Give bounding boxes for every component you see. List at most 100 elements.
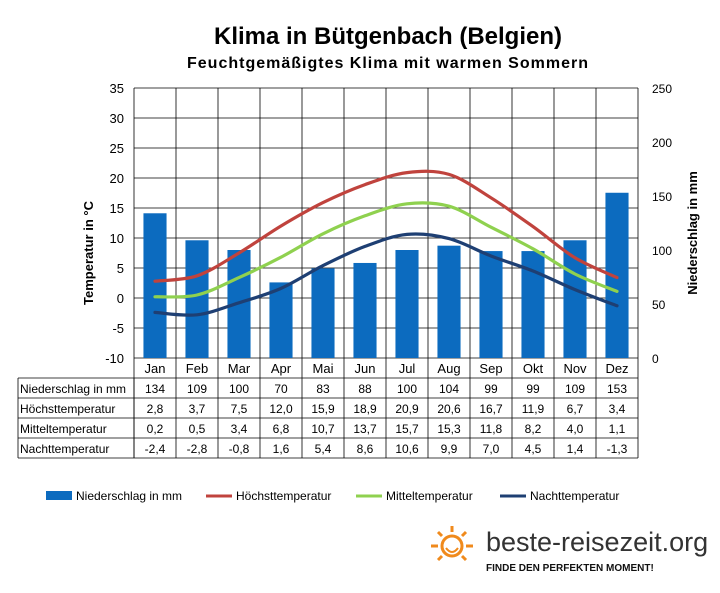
x-tick-label: Nov [563, 361, 587, 376]
table-cell: 70 [274, 382, 288, 396]
precip-bar [269, 282, 293, 358]
precip-bar [605, 192, 629, 358]
table-row-label: Nachttemperatur [20, 442, 109, 456]
table-cell: 8,6 [357, 442, 374, 456]
table-cell: 3,7 [189, 402, 206, 416]
precip-bar [311, 268, 335, 358]
table-cell: 100 [229, 382, 249, 396]
y-tick-left: 15 [110, 201, 124, 216]
table-cell: -0,8 [229, 442, 250, 456]
legend-label: Höchsttemperatur [236, 489, 331, 503]
x-tick-label: Mar [228, 361, 251, 376]
precip-bar [185, 240, 209, 358]
y-tick-right: 50 [652, 298, 666, 312]
y-tick-left: 25 [110, 141, 124, 156]
table-cell: 11,9 [522, 402, 545, 416]
mean-temp-line [153, 201, 619, 299]
table-cell: 15,9 [311, 402, 335, 416]
table-cell: 0,5 [189, 422, 206, 436]
x-tick-label: Dez [605, 361, 628, 376]
precip-bar [521, 251, 545, 358]
y-tick-right: 0 [652, 352, 659, 366]
table-cell: 7,0 [483, 442, 500, 456]
table-cell: 12,0 [269, 402, 293, 416]
x-tick-label: Aug [437, 361, 460, 376]
precip-bar [479, 251, 503, 358]
y-tick-right: 150 [652, 190, 672, 204]
legend-swatch-precip [46, 491, 72, 500]
y-axis-label-left: Temperatur in °C [81, 200, 96, 305]
precip-bar [437, 245, 461, 358]
table-cell: 100 [397, 382, 417, 396]
y-axis-label-right: Niederschlag in mm [685, 171, 700, 295]
max-temp-line [153, 169, 619, 283]
table-row-label: Höchsttemperatur [20, 402, 115, 416]
table-cell: 11,8 [480, 422, 503, 436]
table-cell: 4,5 [525, 442, 542, 456]
legend: Niederschlag in mm Höchsttemperatur Mittel… [46, 489, 619, 503]
chart-subtitle: Feuchtgemäßigtes Klima mit warmen Sommer… [187, 55, 589, 72]
brand-logo: beste-reisezeit.org FINDE DEN PERFEKTEN … [431, 526, 708, 574]
table-cell: 83 [316, 382, 330, 396]
table-row-label: Mitteltemperatur [20, 422, 107, 436]
chart-title: Klima in Bütgenbach (Belgien) [214, 23, 562, 50]
table-cell: -1,3 [607, 442, 628, 456]
y-tick-left: 10 [110, 231, 124, 246]
x-tick-label: Sep [479, 361, 502, 376]
table-cell: 20,9 [395, 402, 419, 416]
precip-bar [143, 213, 167, 358]
table-cell: 16,7 [479, 402, 503, 416]
y-tick-left: 30 [110, 111, 124, 126]
y-tick-left: -10 [105, 351, 124, 366]
x-tick-label: Okt [523, 361, 544, 376]
table-cell: 153 [607, 382, 627, 396]
table-cell: 15,3 [437, 422, 461, 436]
table-cell: 6,7 [567, 402, 584, 416]
table-cell: 109 [187, 382, 207, 396]
table-cell: 1,1 [609, 422, 626, 436]
table-cell: 15,7 [395, 422, 419, 436]
y-tick-left: 0 [117, 291, 124, 306]
y-tick-left: 20 [110, 171, 124, 186]
data-table: Niederschlag in mm 134 109 100 70 83 88 100 104 9… [17, 377, 638, 459]
x-tick-label: Feb [186, 361, 208, 376]
table-cell: 6,8 [273, 422, 290, 436]
table-row-label: Niederschlag in mm [20, 382, 126, 396]
table-cell: 7,5 [231, 402, 248, 416]
x-tick-label: Jan [145, 361, 166, 376]
table-cell: 5,4 [315, 442, 332, 456]
min-temp-line [153, 232, 619, 317]
table-cell: 20,6 [437, 402, 461, 416]
table-cell: 88 [358, 382, 372, 396]
table-cell: 0,2 [147, 422, 164, 436]
precip-bar [353, 262, 377, 358]
sun-icon [431, 526, 473, 562]
table-cell: 3,4 [231, 422, 248, 436]
table-cell: 9,9 [441, 442, 458, 456]
table-cell: 3,4 [609, 402, 626, 416]
table-cell: 2,8 [147, 402, 164, 416]
y-tick-right: 100 [652, 244, 672, 258]
legend-label: Niederschlag in mm [76, 489, 182, 503]
plot-area: 35302520151050-5-10250200150100500Temper… [81, 81, 700, 458]
y-tick-left: 5 [117, 261, 124, 276]
table-cell: 10,6 [395, 442, 419, 456]
table-cell: 99 [484, 382, 498, 396]
y-tick-left: -5 [112, 321, 124, 336]
table-cell: 134 [145, 382, 165, 396]
precip-bar [395, 250, 419, 358]
x-tick-label: Apr [271, 361, 292, 376]
table-cell: 1,4 [567, 442, 584, 456]
table-cell: 109 [565, 382, 585, 396]
table-cell: 104 [439, 382, 459, 396]
table-cell: 18,9 [353, 402, 377, 416]
table-cell: -2,8 [187, 442, 208, 456]
x-tick-label: Mai [313, 361, 334, 376]
table-cell: 10,7 [311, 422, 335, 436]
y-tick-left: 35 [110, 81, 124, 96]
legend-label: Mitteltemperatur [386, 489, 473, 503]
table-cell: 1,6 [273, 442, 290, 456]
y-tick-right: 250 [652, 82, 672, 96]
table-cell: 13,7 [353, 422, 377, 436]
